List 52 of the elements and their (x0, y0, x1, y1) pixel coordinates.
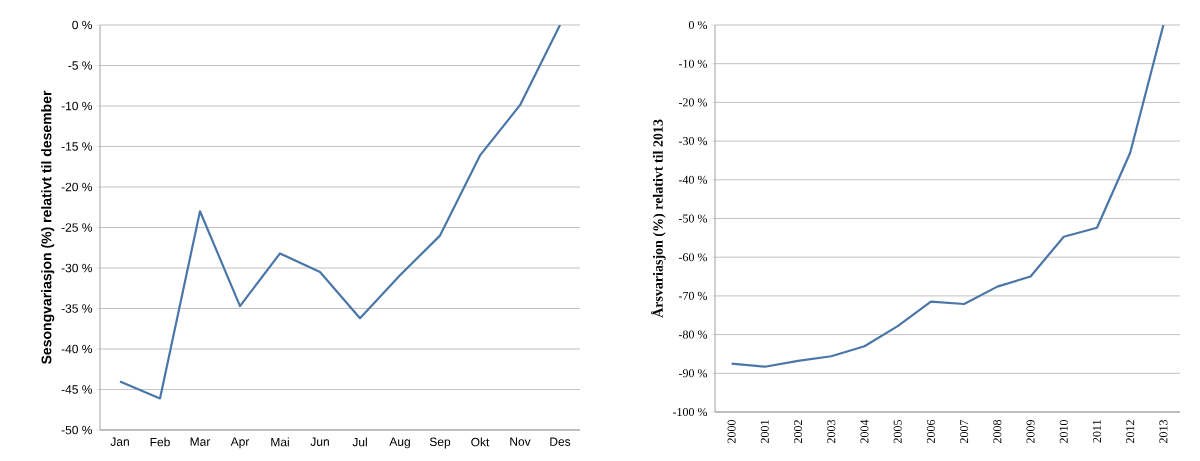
y-tick-label: -35 % (61, 304, 93, 313)
x-tick-label: 2007 (960, 419, 969, 443)
x-tick-label: Feb (150, 437, 170, 447)
x-tick-label: Jan (110, 437, 129, 446)
y-tick-label: -60 % (678, 253, 708, 262)
x-tick-label: Jul (352, 437, 367, 447)
x-tick-label: Mar (190, 437, 211, 446)
x-tick-label: Nov (510, 437, 531, 446)
line-series (118, 25, 562, 400)
x-tick-label: 2001 (760, 420, 769, 443)
x-tick-label: 2013 (1159, 420, 1168, 443)
y-tick-label: -5 % (68, 61, 93, 70)
y-tick-label: -100 % (672, 407, 708, 417)
y-tick-label: -80 % (678, 330, 708, 339)
y-tick-label: -30 % (678, 137, 708, 146)
y-tick-label: -40 % (61, 344, 93, 354)
y-tick-label: -40 % (678, 175, 708, 184)
x-tick-label: 2003 (827, 420, 836, 443)
y-tick-label: -10 % (61, 101, 93, 111)
line-series (730, 25, 1165, 368)
y-tick-label: 0 % (688, 20, 708, 30)
x-tick-label: 2006 (926, 419, 935, 443)
y-tick-label: -30 % (61, 263, 93, 273)
x-tick-label: 2005 (893, 420, 902, 443)
y-tick-label: -90 % (678, 369, 708, 378)
y-tick-label: -70 % (678, 291, 708, 300)
x-tick-label: 2011 (1092, 420, 1102, 443)
y-axis-title: Sesongvariasjon (%) relativt til desember (41, 90, 55, 365)
x-tick-label: 2012 (1126, 420, 1135, 443)
y-tick-label: -10 % (678, 59, 708, 68)
x-tick-label: Jun (310, 437, 329, 446)
y-tick-label: 0 % (72, 20, 93, 30)
y-tick-label: -50 % (678, 214, 708, 223)
x-tick-label: 2009 (1026, 420, 1035, 443)
x-tick-label: Okt (471, 437, 490, 447)
x-tick-label: 2000 (727, 420, 736, 443)
x-tick-label: Apr (230, 437, 250, 449)
x-tick-label: Mai (271, 437, 289, 447)
x-tick-label: Sep (429, 437, 451, 449)
x-tick-label: 2010 (1059, 420, 1068, 443)
y-tick-label: -45 % (61, 385, 93, 394)
x-tick-label: Aug (389, 437, 410, 449)
y-tick-label: -20 % (61, 182, 93, 192)
y-axis-title: Årsvariasjon (%) relativt til 2013 (651, 119, 666, 318)
y-tick-label: -25 % (61, 223, 93, 232)
y-tick-label: -20 % (678, 98, 708, 107)
x-tick-label: 2008 (993, 420, 1002, 443)
x-tick-label: 2004 (860, 419, 869, 443)
y-tick-label: -15 % (61, 142, 93, 151)
x-tick-label: Des (550, 437, 571, 446)
x-tick-label: 2002 (793, 420, 803, 443)
y-tick-label: -50 % (61, 425, 93, 435)
